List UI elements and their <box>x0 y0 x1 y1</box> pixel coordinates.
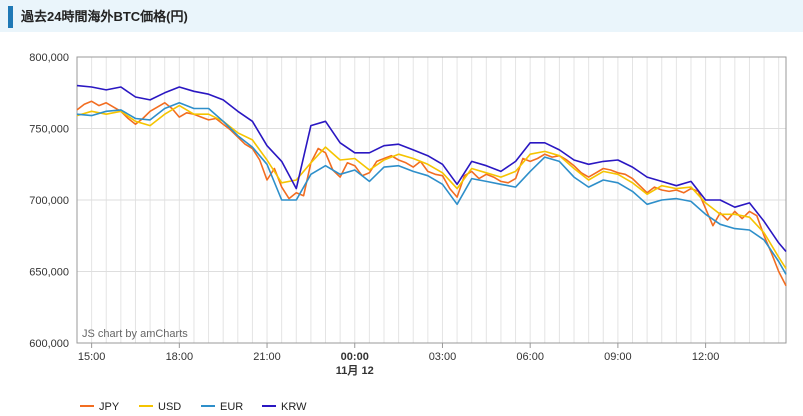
x-tick-label: 06:00 <box>516 351 544 363</box>
legend: JPY USD EUR KRW <box>80 401 307 413</box>
series-line-krw <box>76 84 787 253</box>
series-line-eur <box>76 102 787 275</box>
y-tick-label: 700,000 <box>29 195 69 207</box>
y-axis: 600,000 650,000 700,000 750,000 800,000 <box>29 52 69 350</box>
x-tick-label: 03:00 <box>429 351 457 363</box>
series-line-usd <box>76 104 787 270</box>
header-accent-bar <box>8 6 13 28</box>
y-tick-label: 800,000 <box>29 52 69 64</box>
x-tick-label: 09:00 <box>604 351 632 363</box>
y-tick-label: 650,000 <box>29 267 69 279</box>
y-tick-label: 750,000 <box>29 124 69 136</box>
chart-title: 過去24時間海外BTC価格(円) <box>21 9 188 24</box>
series-lines <box>76 84 787 287</box>
y-tick-label: 600,000 <box>29 338 69 350</box>
x-tick-label: 12:00 <box>692 351 720 363</box>
chart-header: 過去24時間海外BTC価格(円) <box>0 0 803 32</box>
legend-label: JPY <box>99 401 120 413</box>
x-tick-label: 15:00 <box>78 351 106 363</box>
x-tick-label: 00:00 <box>341 351 369 363</box>
legend-label: KRW <box>281 401 307 413</box>
x-tick-label: 18:00 <box>166 351 194 363</box>
legend-item-usd[interactable]: USD <box>139 401 181 413</box>
legend-item-jpy[interactable]: JPY <box>80 401 120 413</box>
legend-label: USD <box>158 401 181 413</box>
chart-credit[interactable]: JS chart by amCharts <box>82 328 188 340</box>
plot-frame <box>76 56 787 344</box>
legend-item-krw[interactable]: KRW <box>262 401 307 413</box>
x-date-label: 11月 12 <box>336 364 374 377</box>
legend-label: EUR <box>220 401 243 413</box>
legend-item-eur[interactable]: EUR <box>201 401 243 413</box>
x-tick-label: 21:00 <box>253 351 281 363</box>
